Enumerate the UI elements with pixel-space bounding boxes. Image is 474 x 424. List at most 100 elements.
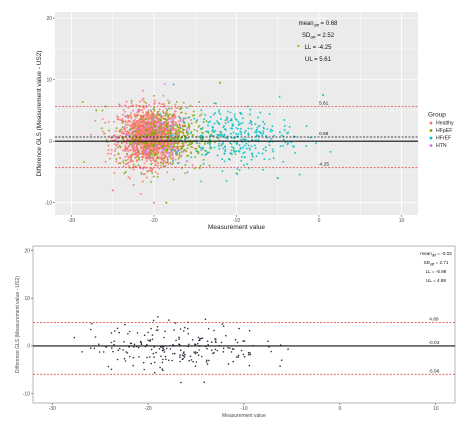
data-point bbox=[249, 113, 252, 116]
data-point bbox=[164, 139, 167, 142]
data-point bbox=[204, 318, 207, 321]
data-point bbox=[257, 139, 260, 141]
data-point bbox=[283, 119, 286, 121]
data-point bbox=[179, 107, 182, 110]
data-point bbox=[121, 126, 124, 129]
data-point bbox=[235, 133, 238, 135]
data-point bbox=[194, 156, 197, 159]
data-point bbox=[132, 133, 135, 136]
data-point bbox=[211, 128, 214, 131]
data-point bbox=[200, 109, 203, 112]
data-point bbox=[94, 119, 97, 122]
data-point bbox=[135, 104, 138, 107]
data-point bbox=[175, 154, 178, 156]
data-point bbox=[125, 351, 127, 353]
data-point bbox=[216, 154, 219, 157]
data-point bbox=[166, 99, 169, 102]
data-point bbox=[95, 109, 98, 112]
data-point bbox=[139, 100, 141, 103]
data-point bbox=[125, 146, 128, 149]
data-point bbox=[143, 128, 146, 131]
data-point bbox=[160, 134, 163, 137]
data-point bbox=[206, 142, 209, 145]
data-point bbox=[207, 130, 210, 133]
data-point bbox=[201, 131, 204, 134]
data-point bbox=[167, 138, 170, 141]
data-point bbox=[175, 130, 178, 132]
data-point bbox=[322, 94, 325, 97]
data-point bbox=[117, 162, 120, 165]
data-point bbox=[150, 142, 153, 145]
data-point bbox=[217, 110, 220, 113]
data-point bbox=[142, 138, 144, 141]
data-point bbox=[210, 133, 213, 136]
data-point bbox=[173, 142, 176, 145]
data-point bbox=[136, 154, 139, 157]
data-point bbox=[198, 146, 201, 148]
data-point bbox=[160, 346, 162, 348]
data-point bbox=[160, 124, 163, 127]
data-point bbox=[110, 149, 113, 151]
data-point bbox=[282, 144, 285, 147]
data-point bbox=[213, 102, 216, 105]
data-point bbox=[180, 148, 183, 151]
data-point bbox=[230, 119, 233, 122]
data-point bbox=[184, 112, 187, 115]
data-point bbox=[238, 327, 240, 330]
data-point bbox=[107, 148, 110, 151]
data-point bbox=[268, 158, 271, 161]
data-point bbox=[248, 364, 251, 367]
data-point bbox=[223, 134, 226, 137]
data-point bbox=[263, 158, 266, 161]
x-tick-label: -30 bbox=[68, 218, 75, 224]
data-point bbox=[213, 329, 215, 332]
data-point bbox=[182, 117, 185, 120]
data-point bbox=[165, 109, 168, 112]
data-point bbox=[234, 338, 237, 341]
data-point bbox=[137, 110, 140, 113]
data-point bbox=[110, 332, 113, 334]
data-point bbox=[231, 127, 234, 130]
data-point bbox=[162, 94, 165, 97]
data-point bbox=[127, 333, 129, 335]
data-point bbox=[117, 152, 120, 155]
data-point bbox=[192, 110, 195, 113]
data-point bbox=[159, 113, 162, 116]
data-point bbox=[154, 127, 156, 129]
data-point bbox=[224, 150, 227, 153]
y-tick-label: 20 bbox=[24, 249, 30, 255]
data-point bbox=[170, 126, 173, 129]
data-point bbox=[208, 143, 211, 146]
data-point bbox=[190, 152, 193, 155]
data-point bbox=[167, 155, 170, 158]
data-point bbox=[271, 129, 274, 132]
data-point bbox=[213, 131, 216, 134]
data-point bbox=[164, 121, 167, 124]
data-point bbox=[168, 118, 171, 121]
data-point bbox=[230, 149, 233, 152]
data-point bbox=[113, 138, 116, 141]
data-point bbox=[165, 111, 168, 113]
x-tick-label: -20 bbox=[150, 218, 157, 224]
data-point bbox=[251, 152, 254, 155]
data-point bbox=[219, 113, 222, 115]
points-layer bbox=[81, 44, 332, 204]
data-point bbox=[129, 135, 132, 138]
data-point bbox=[204, 113, 207, 116]
data-point bbox=[134, 165, 137, 168]
data-point bbox=[115, 144, 118, 147]
data-point bbox=[232, 360, 234, 363]
data-point bbox=[130, 158, 133, 161]
data-point bbox=[250, 127, 253, 130]
data-point bbox=[186, 171, 189, 174]
data-point bbox=[131, 153, 134, 156]
data-point bbox=[175, 145, 177, 148]
data-point bbox=[147, 331, 149, 334]
data-point bbox=[214, 338, 216, 340]
data-point bbox=[145, 160, 148, 162]
data-point bbox=[201, 337, 204, 340]
data-point bbox=[89, 347, 92, 349]
data-point bbox=[182, 355, 185, 357]
data-point bbox=[163, 117, 166, 120]
mean-label: -0.03 bbox=[428, 340, 439, 346]
